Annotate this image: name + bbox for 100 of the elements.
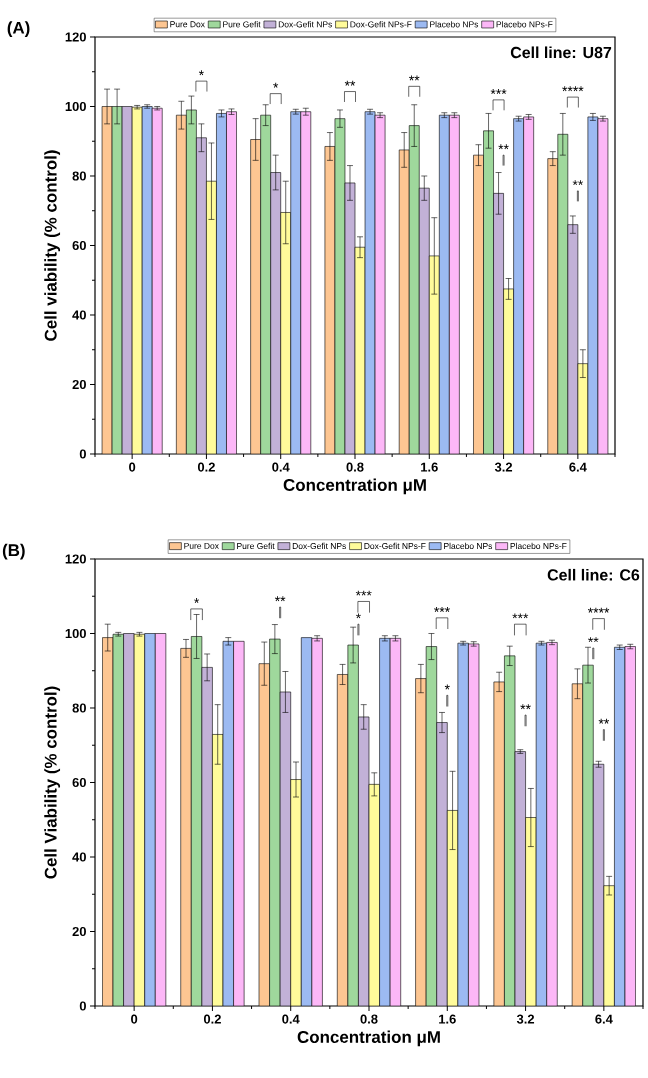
annotation: * xyxy=(355,613,361,619)
x-tick-label: 3.2 xyxy=(494,462,513,472)
legend-label: Dox-Gefit NPs-F xyxy=(364,542,426,550)
annotation: **** xyxy=(587,607,610,613)
bar xyxy=(368,784,380,1006)
bar xyxy=(336,674,349,1006)
legend-label: Dox-Gefit NPs-F xyxy=(350,21,412,28)
bar xyxy=(547,158,559,454)
bar xyxy=(493,681,505,1006)
x-tick-label: 0.8 xyxy=(346,462,364,472)
y-tick-label: 120 xyxy=(65,32,86,42)
annotation: * xyxy=(194,598,200,604)
y-tick-label: 20 xyxy=(72,379,86,390)
bar xyxy=(592,763,605,1006)
annotation: ** xyxy=(520,704,531,710)
bar xyxy=(503,288,514,454)
bar xyxy=(523,116,534,454)
y-tick-label: 0 xyxy=(79,449,86,459)
bar xyxy=(483,130,494,454)
bar xyxy=(133,633,146,1006)
bar xyxy=(525,817,537,1006)
bar xyxy=(347,644,359,1006)
bar xyxy=(379,638,391,1006)
annotation: * xyxy=(273,82,279,88)
legend-label: Dox-Gefit NPs xyxy=(278,21,332,28)
bar xyxy=(603,885,615,1006)
bar xyxy=(389,638,402,1006)
annotation: ** xyxy=(344,80,356,86)
bar xyxy=(290,779,302,1006)
legend-label: Placebo NPs xyxy=(430,21,479,28)
bar xyxy=(226,111,237,454)
bar xyxy=(493,193,504,454)
bar xyxy=(428,255,440,454)
bar xyxy=(436,722,448,1006)
bar xyxy=(290,111,302,454)
chart-title: (B) xyxy=(2,543,25,560)
x-tick-label: 6.4 xyxy=(595,1014,613,1024)
x-tick-label: 0.4 xyxy=(282,1014,300,1024)
legend-label: Pure Dox xyxy=(184,542,219,549)
annotation: ** xyxy=(572,180,584,186)
x-tick-label: 3.2 xyxy=(516,1014,535,1024)
x-axis-title: Concentration μM xyxy=(297,1030,440,1047)
x-tick-label: 1.6 xyxy=(421,462,438,472)
bar xyxy=(514,751,526,1006)
bar xyxy=(269,638,281,1006)
bar xyxy=(151,107,163,454)
bar xyxy=(504,655,516,1006)
bar xyxy=(374,114,386,454)
y-tick-label: 100 xyxy=(65,101,86,112)
x-tick-label: 0 xyxy=(129,462,136,472)
legend-label: Placebo NPs xyxy=(444,542,493,550)
annotation: *** xyxy=(355,590,372,596)
bar xyxy=(141,106,153,454)
bar xyxy=(364,111,376,454)
x-tick-label: 0.2 xyxy=(197,462,215,472)
annotation: *** xyxy=(512,613,529,619)
bar xyxy=(418,187,430,454)
bar xyxy=(222,641,234,1006)
annotation: **** xyxy=(562,86,584,92)
legend-label: Pure Dox xyxy=(170,21,205,28)
bar xyxy=(144,633,156,1006)
bar xyxy=(408,125,420,454)
bar xyxy=(300,111,312,454)
y-tick-label: 80 xyxy=(72,703,86,713)
x-tick-label: 0 xyxy=(131,1014,138,1024)
bar xyxy=(190,636,203,1006)
chart-title: (A) xyxy=(7,21,30,38)
bar xyxy=(571,683,584,1006)
bar xyxy=(311,638,323,1006)
bar xyxy=(439,114,450,454)
bar xyxy=(582,664,594,1006)
y-tick-label: 120 xyxy=(65,554,86,564)
x-tick-label: 6.4 xyxy=(569,462,587,472)
bar xyxy=(260,114,271,454)
bar xyxy=(131,106,143,454)
bar xyxy=(180,648,192,1006)
bar xyxy=(344,182,356,454)
bar xyxy=(546,642,558,1006)
annotation: * xyxy=(198,70,204,76)
bar xyxy=(102,637,114,1006)
y-tick-label: 60 xyxy=(72,240,86,251)
bar xyxy=(449,114,460,454)
bar xyxy=(258,663,270,1006)
bar xyxy=(624,646,636,1006)
y-tick-label: 100 xyxy=(65,628,86,639)
y-tick-label: 0 xyxy=(79,1001,86,1011)
annotation: ** xyxy=(498,144,509,150)
annotation: ** xyxy=(274,596,286,602)
annotation: * xyxy=(444,684,450,690)
bar xyxy=(206,181,217,454)
annotation: ** xyxy=(588,637,599,643)
bar xyxy=(176,115,187,454)
annotation: ** xyxy=(409,75,420,81)
bar xyxy=(216,113,227,454)
bar xyxy=(196,137,207,454)
bar xyxy=(587,116,599,454)
legend-label: Pure Gefit xyxy=(237,542,275,550)
bar xyxy=(614,646,626,1006)
legend-label: Dox-Gefit NPs xyxy=(292,542,346,550)
y-axis-title: Cell Viability (% control) xyxy=(44,686,61,879)
